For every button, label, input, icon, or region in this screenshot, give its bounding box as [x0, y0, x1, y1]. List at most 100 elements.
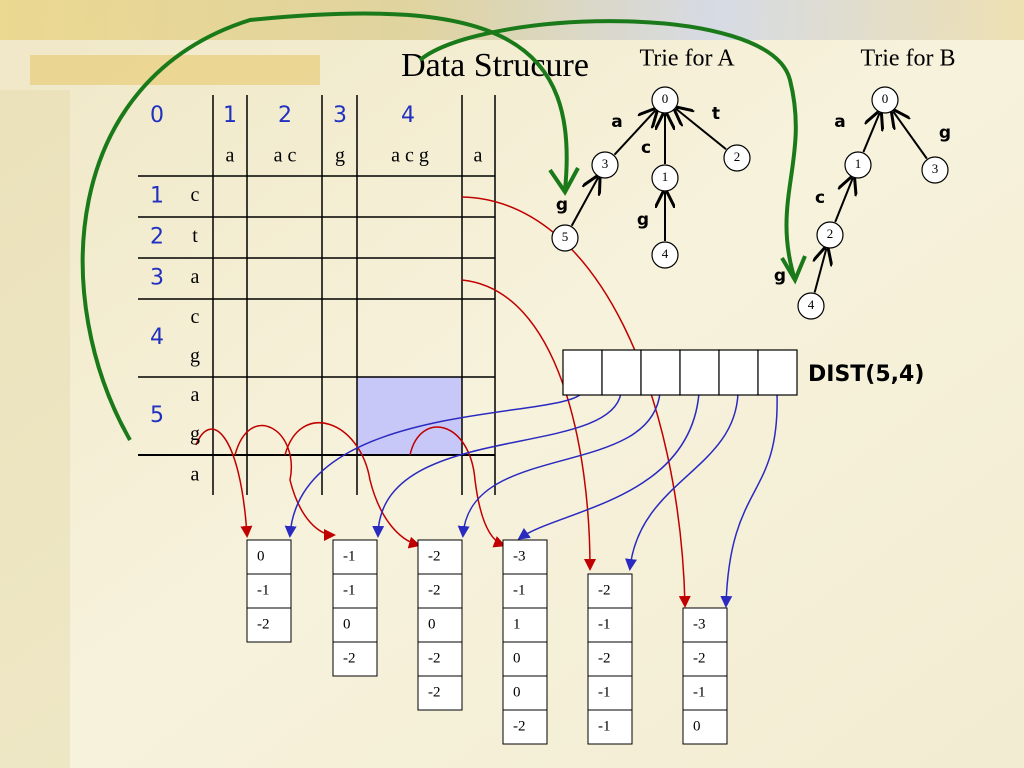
trie-edge	[834, 178, 853, 223]
arrow	[284, 422, 421, 549]
trie-node	[651, 164, 679, 192]
dist-cell	[757, 349, 798, 396]
dist-cell	[679, 349, 720, 396]
trie-title: Trie for A	[639, 46, 735, 72]
row-char: c	[191, 306, 200, 328]
vector-cell	[587, 573, 633, 609]
trie-node-label: 1	[855, 156, 862, 171]
vector-value: -2	[598, 650, 611, 666]
edge-label: g	[774, 266, 786, 286]
vector-value: 0	[257, 548, 265, 564]
edge-label: t	[712, 104, 720, 124]
vector-value: -1	[598, 684, 611, 700]
edge-label: g	[556, 195, 568, 215]
vector-value: -2	[343, 650, 356, 666]
vector-value: -2	[257, 616, 270, 632]
column-number: 1	[223, 103, 237, 128]
vector-value: -2	[598, 582, 611, 598]
trie-node	[816, 221, 844, 249]
arrow	[457, 392, 661, 538]
trie-node-label: 4	[662, 246, 669, 261]
trie-node-label: 3	[602, 156, 609, 171]
vector-value: -2	[513, 718, 526, 734]
green-arrow	[80, 11, 569, 441]
arrow	[409, 426, 506, 548]
trie-node	[797, 292, 825, 320]
highlight-cell	[357, 377, 462, 455]
green-arrow	[418, 19, 798, 281]
side-strip	[0, 90, 70, 768]
dist-cell	[718, 349, 759, 396]
vector-value: -1	[693, 684, 706, 700]
vector-cell	[587, 641, 633, 677]
column-string: a c	[274, 145, 297, 167]
vector-cell	[417, 641, 463, 677]
vector-value: 1	[513, 616, 521, 632]
trie-node	[871, 86, 899, 114]
vector-value: -1	[343, 548, 356, 564]
banner	[0, 0, 1024, 40]
edge-label: a	[611, 112, 622, 132]
trie-node-label: 1	[662, 169, 669, 184]
edge-label: c	[815, 188, 825, 208]
vector-cell	[682, 607, 728, 643]
trie-node	[591, 151, 619, 179]
trie-node-label: 3	[932, 161, 939, 176]
vector-cell	[332, 607, 378, 643]
arrow	[625, 392, 739, 571]
vector-value: -1	[513, 582, 526, 598]
green-arrow-head	[780, 255, 807, 285]
edge-label: g	[637, 210, 649, 230]
arrow	[372, 392, 622, 538]
row-number: 2	[150, 225, 164, 250]
dist-cell	[562, 349, 603, 396]
vector-value: -1	[598, 718, 611, 734]
vector-value: 0	[693, 718, 701, 734]
trie-node-label: 0	[882, 91, 889, 106]
vector-cell	[502, 607, 548, 643]
vector-cell	[246, 573, 292, 609]
column-string: a c g	[391, 145, 429, 167]
row-number: 3	[150, 266, 164, 291]
vector-cell	[587, 709, 633, 745]
vector-cell	[587, 675, 633, 711]
vector-value: 0	[513, 684, 521, 700]
vector-cell	[502, 539, 548, 575]
vector-cell	[417, 573, 463, 609]
arrow	[517, 392, 700, 540]
vector-cell	[502, 641, 548, 677]
row-char: t	[192, 225, 198, 247]
row-char: a	[191, 266, 200, 288]
vector-cell	[417, 675, 463, 711]
dist-cell	[640, 349, 681, 396]
vector-cell	[587, 607, 633, 643]
vector-value: -2	[428, 582, 441, 598]
trie-title: Trie for B	[860, 46, 955, 72]
trie-edge	[815, 249, 827, 293]
trie-node-label: 5	[562, 229, 569, 244]
column-number: 2	[278, 103, 292, 128]
vector-value: -1	[598, 616, 611, 632]
vector-cell	[246, 539, 292, 575]
footer-char: a	[191, 464, 200, 486]
dist-label: DIST(5,4)	[808, 362, 924, 387]
row-number: 5	[150, 403, 164, 428]
arrow	[461, 196, 691, 608]
row-number: 1	[150, 184, 164, 209]
row-char: g	[190, 345, 200, 367]
edge-label: g	[939, 123, 951, 143]
row-number: 4	[150, 325, 164, 350]
column-number: 0	[150, 103, 164, 128]
row-char: c	[191, 184, 200, 206]
vector-value: -2	[693, 650, 706, 666]
vector-cell	[332, 641, 378, 677]
arrow	[284, 392, 583, 538]
vector-cell	[682, 675, 728, 711]
vector-cell	[417, 607, 463, 643]
trie-edge	[613, 110, 655, 156]
vector-cell	[246, 607, 292, 643]
arrow	[195, 428, 253, 538]
column-number: 4	[401, 103, 415, 128]
edge-label: c	[641, 138, 651, 158]
vector-value: -1	[343, 582, 356, 598]
